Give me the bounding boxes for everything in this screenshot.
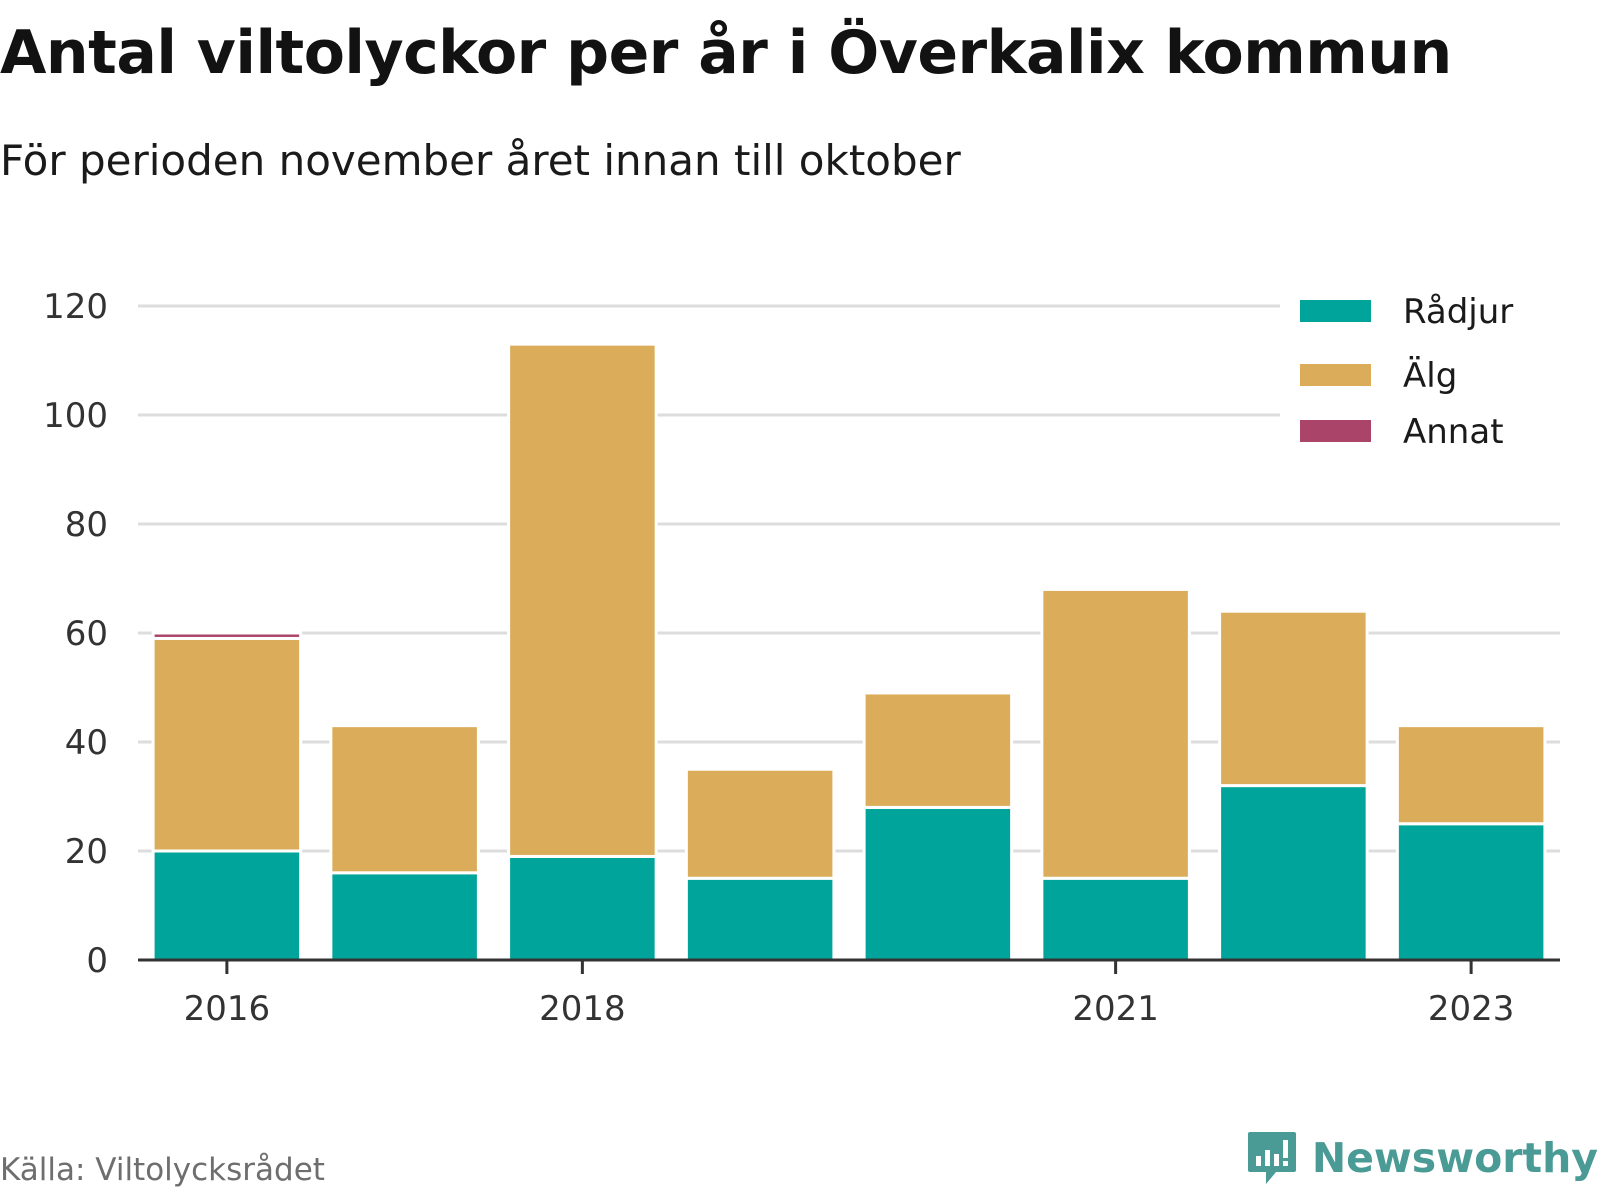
legend-label-Älg: Älg — [1403, 356, 1457, 396]
y-tick-label-20: 20 — [65, 832, 108, 872]
bar-Älg-2020 — [862, 691, 1014, 809]
legend-label-Annat: Annat — [1403, 412, 1504, 452]
legend: Rådjur Älg Annat — [1280, 282, 1570, 458]
bar-Älg-2017 — [329, 724, 480, 875]
newsworthy-logo-icon — [1247, 1132, 1296, 1184]
bar-Älg-2022 — [1218, 609, 1369, 788]
bar-Rådjur-2018 — [507, 854, 658, 962]
bar-Rådjur-2023 — [1395, 822, 1547, 962]
bar-Annat-2016 — [151, 631, 303, 640]
bar-Älg-2016 — [151, 636, 303, 853]
bars — [151, 342, 1547, 962]
chart-subtitle: För perioden november året innan till ok… — [0, 136, 961, 185]
bar-Rådjur-2021 — [1040, 876, 1191, 962]
bar-Rådjur-2022 — [1218, 784, 1369, 962]
legend-swatch-Rådjur — [1300, 300, 1371, 322]
x-tick-label-2018: 2018 — [539, 989, 626, 1029]
legend-label-Rådjur: Rådjur — [1403, 292, 1513, 332]
x-tick-label-2016: 2016 — [184, 989, 271, 1029]
x-tick-label-2021: 2021 — [1072, 989, 1159, 1029]
x-tick-label-2023: 2023 — [1428, 989, 1515, 1029]
source-note: Källa: Viltolycksrådet — [0, 1152, 325, 1188]
bar-Rådjur-2020 — [862, 805, 1014, 962]
y-tick-label-0: 0 — [86, 941, 108, 981]
newsworthy-logo-text: Newsworthy — [1311, 1134, 1598, 1182]
y-tick-label-80: 80 — [65, 505, 108, 545]
y-tick-label-120: 120 — [43, 287, 108, 327]
chart-title: Antal viltolyckor per år i Överkalix kom… — [0, 18, 1452, 88]
axes: 2016 2018 2021 2023 — [138, 958, 1560, 1029]
legend-swatch-Annat — [1300, 420, 1371, 442]
bar-Rådjur-2019 — [684, 876, 836, 962]
newsworthy-logo: Newsworthy — [1246, 1130, 1598, 1186]
bar-Älg-2018 — [507, 342, 658, 858]
legend-swatch-Älg — [1300, 364, 1371, 386]
y-tick-label-100: 100 — [43, 396, 108, 436]
bar-Rådjur-2017 — [329, 871, 480, 962]
bar-Älg-2021 — [1040, 587, 1191, 880]
y-tick-label-60: 60 — [65, 614, 108, 654]
bar-Rådjur-2016 — [151, 849, 303, 962]
y-tick-label-40: 40 — [65, 723, 108, 763]
bar-Älg-2023 — [1395, 724, 1547, 826]
bar-Älg-2019 — [684, 767, 836, 880]
